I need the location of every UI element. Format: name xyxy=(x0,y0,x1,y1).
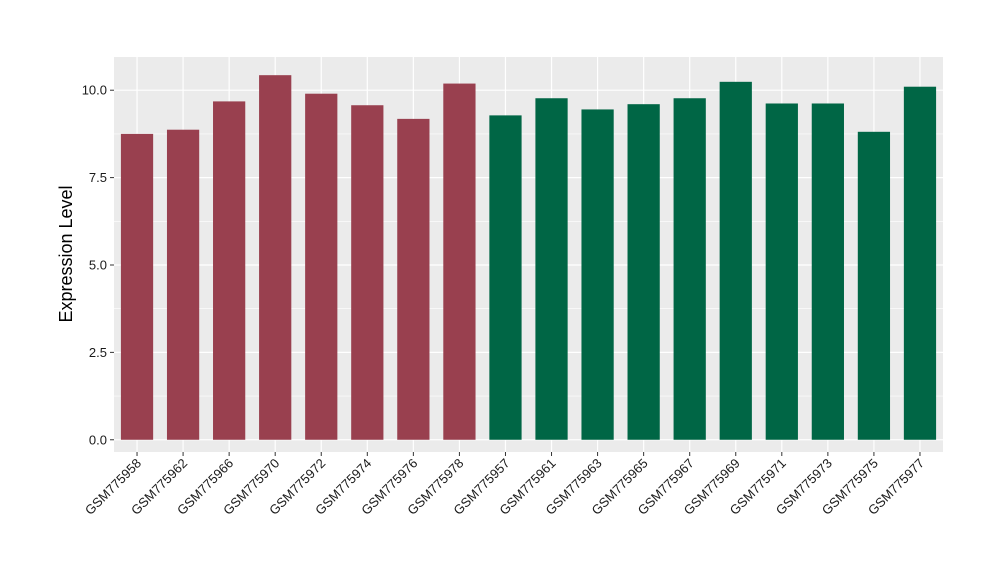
bar-gsm775971 xyxy=(765,103,798,440)
bar-gsm775973 xyxy=(811,103,844,440)
bar-gsm775962 xyxy=(166,129,200,440)
bar-gsm775975 xyxy=(857,131,891,440)
bars xyxy=(120,75,937,440)
bar-gsm775963 xyxy=(581,109,614,440)
bar-gsm775978 xyxy=(443,83,476,440)
y-tick-label: 2.5 xyxy=(89,345,107,360)
bar-gsm775967 xyxy=(673,98,706,440)
plot-panel xyxy=(114,57,943,452)
bar-gsm775961 xyxy=(535,98,568,440)
bar-gsm775957 xyxy=(489,115,522,440)
bar-gsm775958 xyxy=(120,133,154,440)
bar-gsm775969 xyxy=(719,81,752,440)
bar-gsm775972 xyxy=(305,93,338,440)
y-tick-label: 5.0 xyxy=(89,257,107,272)
bar-gsm775974 xyxy=(351,105,384,440)
bar-gsm775970 xyxy=(259,75,292,440)
y-tick-label: 0.0 xyxy=(89,432,107,447)
y-axis-title: Expression Level xyxy=(56,185,76,322)
bar-gsm775965 xyxy=(627,104,660,440)
y-tick-label: 10.0 xyxy=(82,83,107,98)
bar-gsm775977 xyxy=(903,86,937,440)
y-tick-label: 7.5 xyxy=(89,170,107,185)
bar-gsm775976 xyxy=(397,118,430,440)
bar-gsm775966 xyxy=(213,101,246,440)
